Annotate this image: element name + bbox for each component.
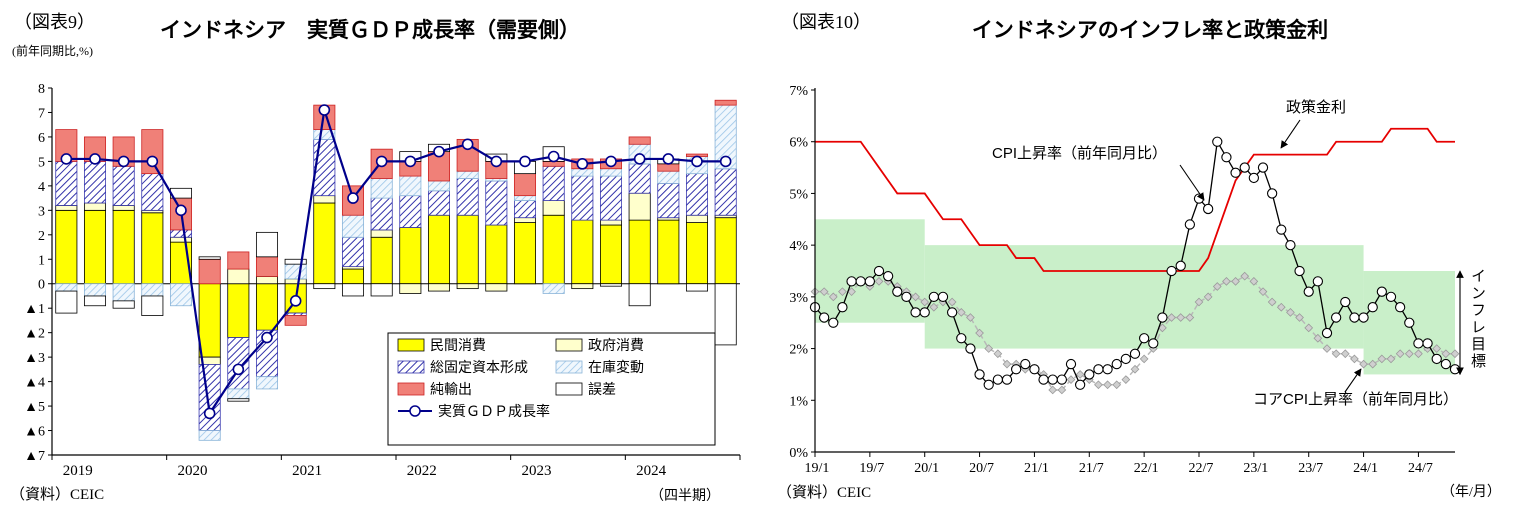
svg-text:政府消費: 政府消費 bbox=[588, 337, 644, 353]
svg-text:24/7: 24/7 bbox=[1408, 461, 1433, 476]
svg-text:2019: 2019 bbox=[63, 463, 93, 479]
gdp-x-axis-note: （四半期） bbox=[650, 489, 720, 504]
svg-text:5: 5 bbox=[38, 155, 45, 170]
cpi-series-label: CPI上昇率（前年同月比） bbox=[992, 145, 1167, 162]
svg-text:2024: 2024 bbox=[636, 463, 667, 479]
svg-text:総固定資本形成: 総固定資本形成 bbox=[430, 359, 528, 375]
svg-text:4: 4 bbox=[38, 180, 45, 195]
svg-text:誤差: 誤差 bbox=[588, 381, 616, 397]
svg-text:7%: 7% bbox=[789, 84, 808, 99]
svg-text:2: 2 bbox=[38, 229, 45, 244]
svg-text:1%: 1% bbox=[789, 394, 808, 409]
inflation-target-band bbox=[815, 219, 1455, 375]
svg-text:2021: 2021 bbox=[292, 463, 322, 479]
svg-text:▲1: ▲1 bbox=[24, 302, 45, 317]
svg-text:19/1: 19/1 bbox=[805, 461, 830, 476]
svg-text:22/1: 22/1 bbox=[1134, 461, 1159, 476]
svg-text:純輸出: 純輸出 bbox=[430, 381, 472, 397]
core-cpi-series-label: コアCPI上昇率（前年同月比） bbox=[1253, 391, 1458, 408]
gdp-chart-title: インドネシア 実質ＧＤＰ成長率（需要側） bbox=[160, 19, 580, 42]
inflation-source: （資料）CEIC bbox=[777, 485, 872, 501]
core-cpi-line bbox=[810, 271, 1460, 395]
gdp-unit-label: (前年同期比,%) bbox=[12, 44, 93, 58]
svg-text:6%: 6% bbox=[789, 136, 808, 151]
svg-text:3%: 3% bbox=[789, 291, 808, 306]
svg-text:0%: 0% bbox=[789, 446, 808, 461]
svg-text:民間消費: 民間消費 bbox=[430, 337, 486, 353]
inflation-chart-title: インドネシアのインフレ率と政策金利 bbox=[971, 19, 1329, 42]
cpi-line bbox=[809, 136, 1461, 390]
svg-text:実質ＧＤＰ成長率: 実質ＧＤＰ成長率 bbox=[438, 403, 550, 419]
svg-text:21/7: 21/7 bbox=[1079, 461, 1104, 476]
inflation-chart-panel: 0% 1% 2% 3% 4% 5% 6% 7% 19/1 19/7 20/1 20/7 21/1 21/7… bbox=[755, 0, 1521, 526]
gdp-stacked-bar-chart: ▲7 ▲6 ▲5 ▲4 ▲3 ▲2 ▲1 0 1 2 3 4 5 6 7 8 2019 2020 2021 2022 2… bbox=[24, 82, 741, 479]
svg-text:23/1: 23/1 bbox=[1243, 461, 1268, 476]
figure10-label: （図表10） bbox=[781, 12, 871, 32]
svg-text:20/7: 20/7 bbox=[969, 461, 994, 476]
svg-text:8: 8 bbox=[38, 82, 45, 97]
policy-rate-label: 政策金利 bbox=[1286, 99, 1346, 116]
svg-text:▲4: ▲4 bbox=[24, 376, 45, 391]
svg-text:24/1: 24/1 bbox=[1353, 461, 1378, 476]
svg-text:▲2: ▲2 bbox=[24, 327, 45, 342]
inflation-line-chart: 0% 1% 2% 3% 4% 5% 6% 7% 19/1 19/7 20/1 20/7 21/1 21/7… bbox=[789, 84, 1464, 476]
svg-text:20/1: 20/1 bbox=[914, 461, 939, 476]
gdp-chart-panel: ▲7 ▲6 ▲5 ▲4 ▲3 ▲2 ▲1 0 1 2 3 4 5 6 7 8 2019 2020 2021 2022 2… bbox=[0, 0, 752, 526]
svg-text:2022: 2022 bbox=[407, 463, 437, 479]
figure9-label: （図表9） bbox=[14, 12, 95, 32]
svg-text:22/7: 22/7 bbox=[1189, 461, 1214, 476]
svg-text:5%: 5% bbox=[789, 187, 808, 202]
svg-text:▲5: ▲5 bbox=[24, 400, 45, 415]
svg-text:▲7: ▲7 bbox=[24, 449, 45, 464]
gdp-source: （資料）CEIC bbox=[10, 487, 105, 503]
svg-text:3: 3 bbox=[38, 204, 45, 219]
svg-text:2020: 2020 bbox=[177, 463, 207, 479]
inflation-target-label: インフレ目標 bbox=[1469, 268, 1486, 370]
svg-text:23/7: 23/7 bbox=[1298, 461, 1323, 476]
svg-text:4%: 4% bbox=[789, 239, 808, 254]
svg-text:21/1: 21/1 bbox=[1024, 461, 1049, 476]
policy-rate-line bbox=[815, 127, 1455, 272]
svg-text:19/7: 19/7 bbox=[859, 461, 884, 476]
svg-text:▲6: ▲6 bbox=[24, 425, 45, 440]
cpi-axes: 0% 1% 2% 3% 4% 5% 6% 7% 19/1 19/7 20/1 20/7 21/1 21/7… bbox=[789, 84, 1455, 476]
svg-text:在庫変動: 在庫変動 bbox=[588, 359, 644, 375]
svg-text:0: 0 bbox=[38, 278, 45, 293]
svg-text:6: 6 bbox=[38, 131, 45, 146]
svg-text:7: 7 bbox=[38, 106, 45, 121]
gdp-axes: ▲7 ▲6 ▲5 ▲4 ▲3 ▲2 ▲1 0 1 2 3 4 5 6 7 8 2019 2020 2021 2022 2… bbox=[24, 82, 741, 479]
svg-text:2023: 2023 bbox=[521, 463, 551, 479]
gdp-growth-line bbox=[60, 104, 732, 420]
svg-text:▲3: ▲3 bbox=[24, 351, 45, 366]
svg-text:2%: 2% bbox=[789, 343, 808, 358]
cpi-annotations: 政策金利 CPI上昇率（前年同月比） コアCPI上昇率（前年同月比） bbox=[992, 99, 1464, 408]
svg-text:1: 1 bbox=[38, 253, 45, 268]
inflation-x-axis-note: （年/月） bbox=[1441, 485, 1501, 500]
